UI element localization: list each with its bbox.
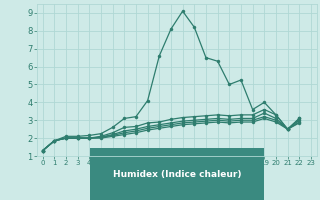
- X-axis label: Humidex (Indice chaleur): Humidex (Indice chaleur): [113, 170, 241, 179]
